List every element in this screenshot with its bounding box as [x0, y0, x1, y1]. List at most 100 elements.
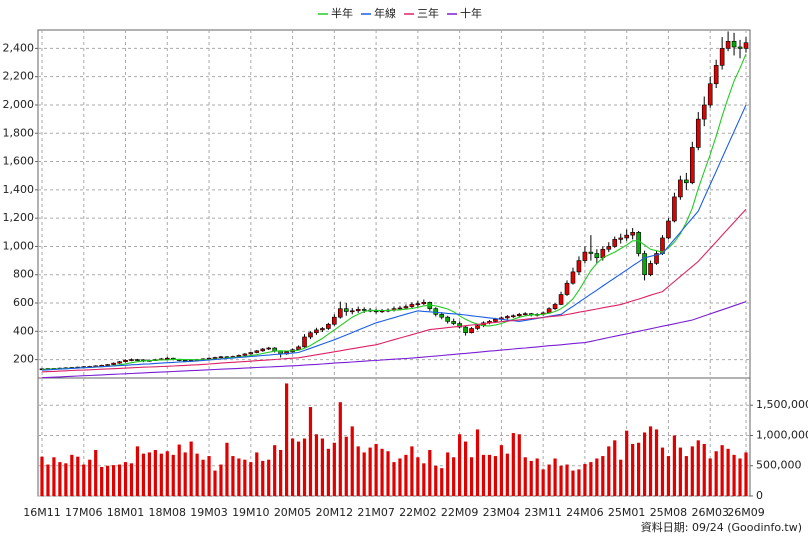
volume-bar	[267, 459, 271, 496]
candle-body	[606, 246, 612, 250]
y-tick-label: 1,600	[3, 155, 35, 168]
volume-bar	[690, 446, 694, 496]
volume-bar	[440, 468, 444, 496]
ma-line	[41, 104, 747, 371]
volume-bar	[422, 463, 426, 496]
candle-body	[117, 361, 122, 364]
volume-bar	[517, 434, 521, 496]
candle-body	[582, 251, 588, 261]
volume-bar	[702, 443, 706, 496]
candle-body	[713, 65, 719, 85]
candle-body	[332, 316, 337, 325]
x-tick-label: 23M04	[483, 506, 521, 519]
volume-bar	[273, 445, 277, 496]
volume-bar	[434, 465, 438, 496]
volume-bar	[481, 454, 486, 496]
volume-bar	[147, 452, 151, 496]
volume-bar	[684, 456, 688, 496]
volume-bar	[129, 463, 134, 496]
volume-bar	[714, 451, 718, 496]
volume-bar	[648, 426, 653, 496]
candle-body	[612, 239, 618, 247]
x-tick-label: 22M09	[441, 506, 479, 519]
volume-bar	[428, 450, 432, 496]
volume-bar	[52, 457, 56, 496]
candle-body	[409, 304, 415, 307]
volume-bar	[225, 442, 229, 496]
volume-bar	[487, 454, 492, 496]
candle-body	[111, 362, 116, 365]
volume-bar	[565, 464, 569, 496]
x-tick-label: 24M06	[566, 506, 604, 519]
x-tick-label: 25M01	[608, 506, 646, 519]
candle-body	[164, 357, 170, 360]
volume-bar	[678, 447, 682, 496]
candle-body	[516, 314, 522, 317]
candle-body	[719, 48, 725, 66]
volume-bar	[696, 440, 700, 496]
volume-bar	[463, 441, 468, 496]
volume-bar	[94, 450, 98, 496]
volume-bar	[505, 453, 509, 496]
candle-body	[421, 302, 427, 305]
candle-body	[493, 318, 498, 322]
candle-body	[731, 41, 737, 48]
candle-body	[558, 294, 564, 305]
legend-label: 三年	[417, 6, 439, 20]
candle-body	[522, 313, 528, 315]
volume-bar	[243, 459, 247, 496]
volume-bar	[70, 454, 74, 496]
candle-body	[564, 282, 570, 295]
volume-bar	[213, 470, 217, 496]
x-tick-label: 22M02	[399, 506, 437, 519]
volume-bar	[362, 452, 366, 496]
legend-label: 年線	[374, 6, 396, 20]
candle-body	[320, 328, 325, 331]
volume-bar	[708, 458, 712, 496]
volume-bar	[398, 458, 402, 496]
volume-bar	[326, 448, 330, 496]
candle-body	[701, 104, 707, 120]
candle-body	[457, 323, 462, 328]
y-tick-label: 2,000	[3, 98, 35, 111]
volume-bar	[219, 464, 223, 496]
candle-body	[743, 42, 749, 49]
x-tick-label: 26M09	[727, 506, 765, 519]
candle-body	[242, 353, 248, 356]
candle-body	[326, 323, 331, 329]
candle-body	[123, 360, 128, 363]
y-tick-label: 400	[13, 324, 34, 337]
volume-bar	[499, 445, 503, 496]
volume-bar	[314, 434, 319, 496]
volume-bar	[201, 459, 205, 496]
volume-bar	[469, 457, 474, 496]
candle-body	[361, 309, 367, 311]
volume-bar	[165, 451, 169, 496]
x-tick-label: 19M10	[232, 506, 270, 519]
x-tick-label: 21M07	[357, 506, 395, 519]
volume-bar	[88, 459, 92, 496]
candle-body	[260, 348, 266, 352]
candle-body	[690, 147, 695, 184]
volume-bar	[523, 457, 527, 496]
volume-bar	[350, 426, 354, 496]
y-tick-label: 1,000	[3, 239, 35, 252]
y-tick-label: 1,200	[3, 211, 35, 224]
ma-line	[41, 301, 747, 379]
candle-body	[737, 46, 743, 49]
volume-bar	[177, 444, 181, 496]
volume-bar	[207, 456, 211, 496]
candle-body	[725, 41, 731, 49]
candle-body	[648, 263, 653, 276]
x-tick-label: 25M08	[650, 506, 688, 519]
volume-bar	[189, 441, 193, 496]
volume-bar	[386, 451, 390, 496]
volume-bar	[577, 469, 581, 496]
candle-body	[588, 251, 594, 254]
candle-body	[666, 220, 671, 239]
volume-bar	[153, 450, 157, 496]
volume-bar	[171, 454, 175, 496]
volume-bar	[183, 452, 187, 496]
volume-bar	[332, 442, 336, 496]
candle-body	[266, 347, 272, 350]
